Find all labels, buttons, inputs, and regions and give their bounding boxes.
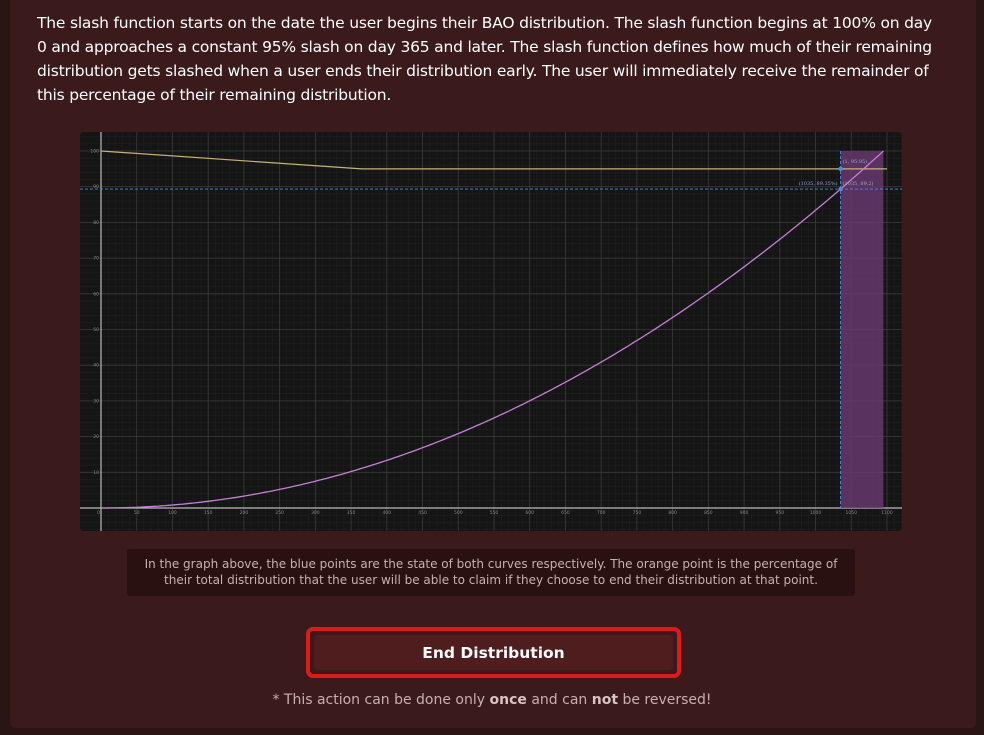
y-tick-label: 70 (93, 256, 99, 262)
warning-once: once (489, 692, 527, 708)
y-tick-label: 60 (93, 291, 99, 297)
x-tick-label: 500 (454, 510, 463, 516)
x-tick-label: 900 (740, 510, 749, 516)
highlight-region (840, 151, 884, 508)
x-tick-label: 300 (311, 510, 320, 516)
x-tick-label: 1100 (881, 510, 893, 516)
point-annotation: (1035, 89.2) (843, 180, 874, 187)
y-tick-label: 50 (93, 327, 99, 333)
x-tick-label: 750 (633, 510, 642, 516)
end-distribution-highlight: End Distribution (306, 627, 681, 678)
graph-canvas[interactable]: 50 100 150 200 250 300 350 400 450 500 550 600 650 70… (80, 132, 902, 531)
x-tick-label: 350 (347, 510, 356, 516)
warning-suffix: be reversed! (618, 692, 712, 708)
x-tick-label: 800 (668, 510, 677, 516)
irreversible-warning: * This action can be done only once and … (0, 692, 984, 708)
y-tick-label: 80 (93, 220, 99, 226)
y-tick-label: 30 (93, 398, 99, 404)
x-tick-label: 50 (134, 510, 140, 516)
x-tick-label: 400 (383, 510, 392, 516)
y-tick-label: 20 (93, 434, 99, 440)
slash-function-graph[interactable]: 50 100 150 200 250 300 350 400 450 500 550 600 650 70… (80, 132, 902, 531)
x-tick-label: 550 (490, 510, 499, 516)
x-tick-label: 250 (275, 510, 284, 516)
warning-prefix: * This action can be done only (272, 692, 490, 708)
y-tick-label: 40 (93, 363, 99, 369)
state-point (838, 186, 843, 192)
x-tick-label: 700 (597, 510, 606, 516)
x-tick-label: 850 (704, 510, 713, 516)
x-tick-label: 200 (240, 510, 249, 516)
x-tick-label: 1050 (846, 510, 858, 516)
x-tick-label: 600 (525, 510, 534, 516)
end-distribution-button[interactable]: End Distribution (314, 635, 673, 670)
origin-label: 0 (97, 510, 100, 516)
x-tick-label: 150 (204, 510, 213, 516)
x-tick-label: 100 (168, 510, 177, 516)
y-tick-label: 90 (93, 184, 99, 190)
y-tick-label: 10 (93, 470, 99, 476)
slash-function-description: The slash function starts on the date th… (37, 14, 932, 104)
y-tick-label: 100 (90, 149, 99, 155)
x-tick-label: 1000 (810, 510, 822, 516)
slash-curve (100, 150, 887, 170)
point-annotation: (1, 95.95) (843, 158, 868, 165)
warning-middle: and can (526, 692, 592, 708)
point-annotation: (1035, 89.35%) (799, 180, 838, 187)
x-tick-label: 450 (418, 510, 427, 516)
x-tick-label: 650 (561, 510, 570, 516)
state-point (838, 166, 843, 172)
distribution-curve (101, 150, 884, 509)
x-tick-label: 950 (776, 510, 785, 516)
graph-caption: In the graph above, the blue points are … (127, 549, 855, 596)
warning-not: not (591, 692, 619, 708)
